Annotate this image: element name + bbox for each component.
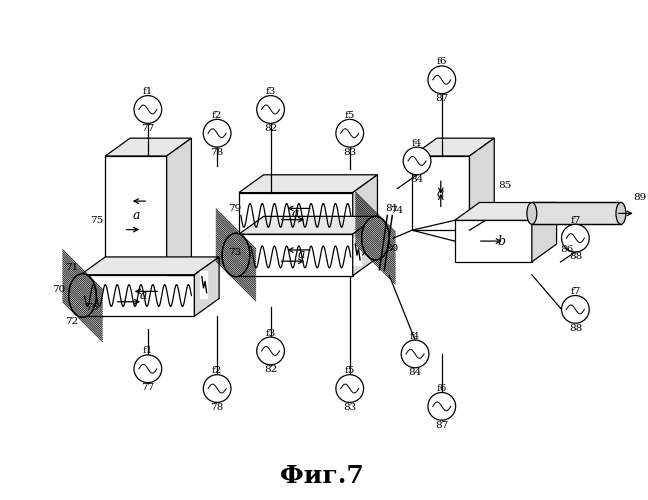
Text: 77: 77 xyxy=(141,124,154,133)
Circle shape xyxy=(257,337,284,365)
Polygon shape xyxy=(106,156,167,274)
Text: 83: 83 xyxy=(343,148,356,156)
Polygon shape xyxy=(167,138,191,274)
Polygon shape xyxy=(353,175,377,234)
Circle shape xyxy=(562,296,589,323)
Ellipse shape xyxy=(616,202,626,224)
Circle shape xyxy=(428,66,456,94)
Text: f2: f2 xyxy=(212,111,222,120)
Circle shape xyxy=(403,147,431,175)
Text: f4: f4 xyxy=(410,332,421,340)
Polygon shape xyxy=(239,234,353,276)
Text: a: a xyxy=(139,289,147,302)
Text: 88: 88 xyxy=(569,324,582,332)
Text: 75: 75 xyxy=(91,216,104,225)
Text: 84: 84 xyxy=(408,368,422,377)
Polygon shape xyxy=(80,257,219,274)
Polygon shape xyxy=(239,192,353,234)
Text: 85: 85 xyxy=(498,181,511,190)
Text: 72: 72 xyxy=(65,317,78,326)
Text: 78: 78 xyxy=(211,148,224,156)
Polygon shape xyxy=(412,156,470,230)
Text: a: a xyxy=(297,248,305,262)
Circle shape xyxy=(336,374,364,402)
Text: 82: 82 xyxy=(264,124,277,133)
Text: 83: 83 xyxy=(343,403,356,412)
Text: 84: 84 xyxy=(410,175,424,184)
Text: f4: f4 xyxy=(412,138,422,147)
Text: 87: 87 xyxy=(435,420,448,430)
Text: a: a xyxy=(437,186,445,200)
Text: 80: 80 xyxy=(386,244,399,252)
Circle shape xyxy=(134,355,162,382)
Text: f7: f7 xyxy=(570,216,581,225)
Ellipse shape xyxy=(69,274,97,318)
Circle shape xyxy=(134,96,162,124)
Text: 70: 70 xyxy=(52,285,65,294)
Circle shape xyxy=(401,340,429,368)
Circle shape xyxy=(203,120,231,147)
Text: 77: 77 xyxy=(141,383,154,392)
Text: 82: 82 xyxy=(264,365,277,374)
Ellipse shape xyxy=(527,202,537,224)
Circle shape xyxy=(336,120,364,147)
Text: 74: 74 xyxy=(390,206,404,215)
Text: f3: f3 xyxy=(266,87,276,96)
Circle shape xyxy=(562,224,589,252)
Polygon shape xyxy=(106,138,191,156)
Text: 81: 81 xyxy=(386,204,399,213)
Text: f5: f5 xyxy=(345,111,355,120)
Text: f1: f1 xyxy=(143,87,153,96)
Text: 79: 79 xyxy=(229,204,242,213)
Text: a: a xyxy=(292,207,299,220)
Polygon shape xyxy=(239,175,377,192)
Text: 88: 88 xyxy=(569,252,582,262)
Polygon shape xyxy=(194,257,219,316)
Text: f5: f5 xyxy=(345,366,355,375)
Text: f2: f2 xyxy=(212,366,222,375)
Text: f7: f7 xyxy=(570,287,581,296)
Polygon shape xyxy=(80,274,194,316)
Polygon shape xyxy=(455,220,532,262)
Circle shape xyxy=(428,392,456,420)
Polygon shape xyxy=(532,202,621,224)
Polygon shape xyxy=(239,216,377,234)
Ellipse shape xyxy=(362,216,389,260)
Text: 87: 87 xyxy=(435,94,448,103)
Text: 78: 78 xyxy=(211,403,224,412)
Text: f6: f6 xyxy=(437,58,447,66)
Text: 76: 76 xyxy=(86,303,98,312)
Text: a: a xyxy=(132,209,140,222)
Polygon shape xyxy=(532,202,557,262)
Circle shape xyxy=(203,374,231,402)
Text: 73: 73 xyxy=(229,248,242,258)
Ellipse shape xyxy=(222,233,249,276)
Text: 89: 89 xyxy=(633,193,646,202)
Text: 71: 71 xyxy=(65,264,78,272)
Text: 86: 86 xyxy=(561,245,573,254)
Circle shape xyxy=(257,96,284,124)
Text: f3: f3 xyxy=(266,328,276,338)
Polygon shape xyxy=(455,202,557,220)
Polygon shape xyxy=(412,138,494,156)
Text: b: b xyxy=(497,234,505,248)
Text: f6: f6 xyxy=(437,384,447,393)
Text: Фиг.7: Фиг.7 xyxy=(280,464,364,487)
Polygon shape xyxy=(470,138,494,230)
Polygon shape xyxy=(353,216,377,276)
Text: f1: f1 xyxy=(143,346,153,356)
